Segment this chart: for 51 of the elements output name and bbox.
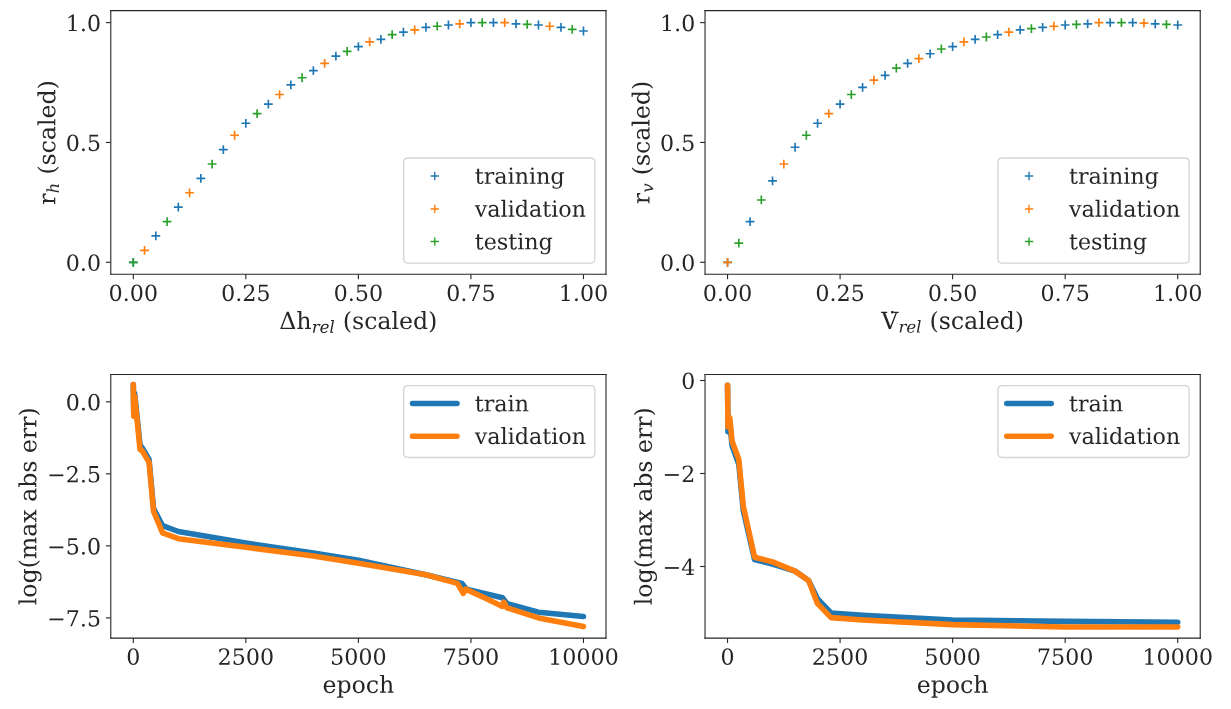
y-tick-label: 0.5 (67, 134, 100, 152)
x-tick-label: 0.75 (1041, 284, 1089, 302)
y-tick-label: −7.5 (49, 610, 100, 627)
y-tick-label: −5.0 (49, 537, 100, 555)
x-tick-label: 1.00 (1155, 284, 1201, 302)
legend-label: validation (1068, 199, 1180, 218)
y-axis-title: log(max abs err) (633, 409, 657, 605)
legend-label: testing (475, 232, 553, 255)
legend-label: validation (1068, 427, 1180, 445)
x-tick-label: 0 (721, 648, 734, 666)
x-tick-label: 0 (127, 648, 139, 666)
legend-label: validation (474, 427, 586, 445)
x-tick-label: 0.25 (816, 284, 864, 302)
y-tick-label: −2 (664, 465, 694, 482)
y-tick-label: −2.5 (49, 465, 100, 483)
x-tick-label: 0.50 (335, 284, 382, 302)
y-tick-label: 1.0 (68, 14, 100, 32)
x-tick-label: 5000 (332, 648, 386, 666)
x-tick-label: 0.50 (929, 284, 976, 302)
legend-label: testing (1069, 232, 1147, 255)
x-tick-label: 7500 (444, 648, 498, 666)
x-tick-label: 0.25 (222, 284, 269, 302)
x-tick-label: 1.00 (561, 284, 607, 302)
y-axis-title: log(max abs err) (18, 409, 42, 605)
x-tick-label: 10000 (550, 648, 618, 666)
legend-label: train (475, 394, 529, 412)
x-tick-label: 7500 (1038, 648, 1092, 666)
x-tick-label: 0.75 (447, 284, 494, 302)
x-tick-label: 0.00 (110, 284, 157, 302)
y-tick-label: 0 (682, 372, 694, 390)
legend-label: training (475, 167, 564, 189)
x-axis-title: epoch (917, 674, 988, 698)
y-tick-label: 0.5 (661, 134, 694, 152)
y-tick-label: 0.0 (661, 254, 694, 272)
x-tick-label: 2500 (219, 648, 273, 666)
y-axis-title: r$_{h}$ (scaled) (37, 82, 59, 205)
y-axis-title: r$_{v}$ (scaled) (631, 82, 654, 204)
x-tick-label: 5000 (926, 648, 980, 666)
y-tick-label: 0.0 (67, 254, 100, 272)
x-tick-label: 2500 (813, 648, 867, 666)
y-tick-label: −4 (664, 558, 695, 575)
x-tick-label: 0.00 (704, 284, 751, 302)
legend-label: train (1069, 394, 1123, 412)
legend-label: validation (474, 199, 586, 218)
x-axis-title: V̇$_{rel}$ (scaled) (880, 310, 1023, 333)
x-axis-title: epoch (323, 674, 394, 698)
x-tick-label: 10000 (1145, 648, 1212, 666)
y-tick-label: 0.0 (67, 393, 100, 411)
y-tick-label: 1.0 (662, 14, 694, 32)
x-axis-title: Δh$_{rel}$ (scaled) (280, 311, 436, 333)
legend-label: training (1069, 167, 1159, 189)
